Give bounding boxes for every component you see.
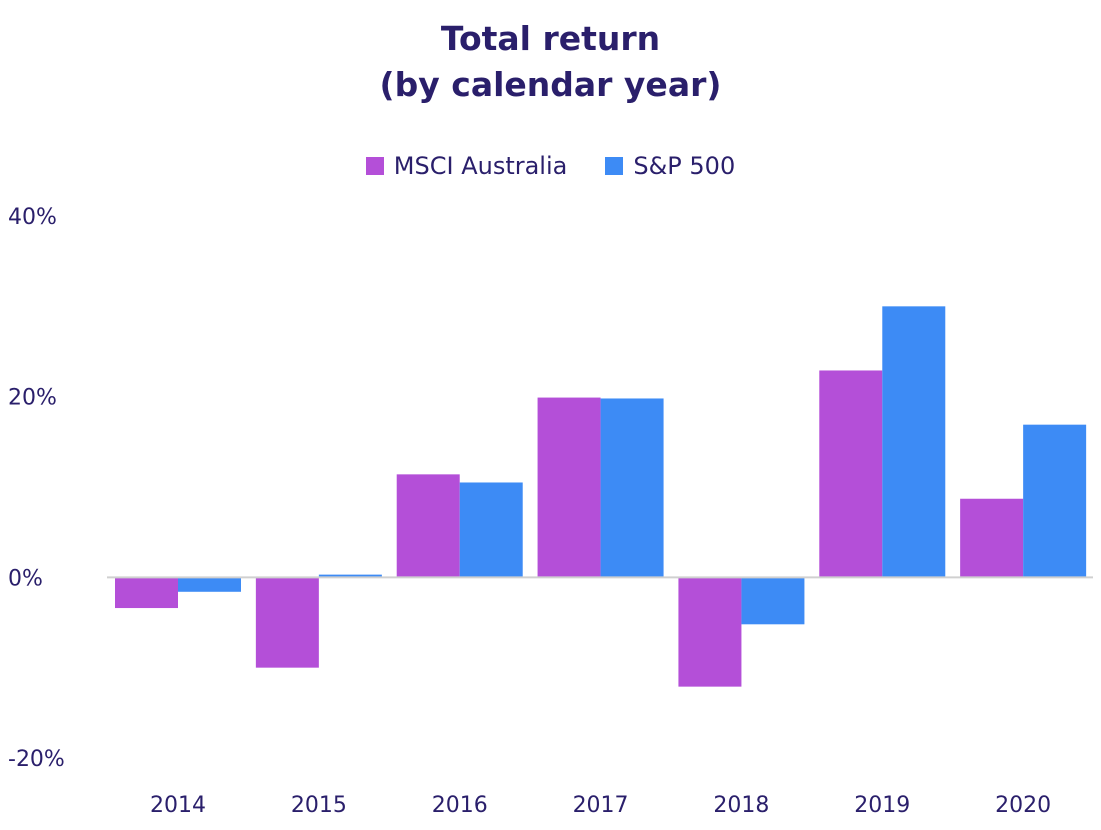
bar-msci-australia-2019 — [819, 370, 883, 578]
bar-s-p-500-2016 — [459, 482, 523, 578]
bar-s-p-500-2014 — [178, 577, 241, 592]
y-tick-label: -20% — [8, 747, 65, 772]
x-tick-label: 2017 — [573, 793, 629, 818]
legend-swatch-msci-australia — [365, 157, 384, 175]
bar-msci-australia-2018 — [678, 577, 742, 687]
x-tick-label: 2016 — [432, 793, 488, 818]
x-tick-label: 2015 — [291, 793, 347, 818]
bar-s-p-500-2015 — [318, 574, 382, 578]
bar-s-p-500-2017 — [600, 398, 664, 578]
y-tick-label: 0% — [8, 566, 43, 591]
legend-item-msci-australia: MSCI Australia — [365, 152, 568, 180]
bar-msci-australia-2016 — [396, 474, 460, 578]
legend-label-msci-australia: MSCI Australia — [393, 152, 568, 180]
x-tick-label: 2018 — [713, 793, 769, 818]
bar-msci-australia-2014 — [115, 577, 178, 609]
chart-title: Total return (by calendar year) — [0, 16, 1101, 108]
legend-item-sp500: S&P 500 — [605, 152, 735, 180]
chart-title-line-2: (by calendar year) — [379, 65, 722, 104]
bar-s-p-500-2019 — [882, 306, 946, 578]
bar-s-p-500-2020 — [1023, 424, 1087, 578]
y-tick-label: 20% — [8, 386, 57, 411]
legend-label-sp500: S&P 500 — [633, 152, 736, 180]
bar-msci-australia-2017 — [537, 397, 601, 578]
chart-title-line-1: Total return — [440, 19, 661, 58]
x-tick-label: 2019 — [854, 793, 910, 818]
x-tick-label: 2020 — [995, 793, 1051, 818]
chart-legend: MSCI Australia S&P 500 — [0, 152, 1101, 180]
bar-msci-australia-2020 — [960, 498, 1024, 578]
bar-msci-australia-2015 — [255, 577, 319, 668]
y-tick-label: 40% — [8, 205, 57, 230]
legend-swatch-sp500 — [605, 157, 624, 175]
bar-s-p-500-2018 — [741, 577, 805, 625]
x-tick-label: 2014 — [150, 793, 206, 818]
